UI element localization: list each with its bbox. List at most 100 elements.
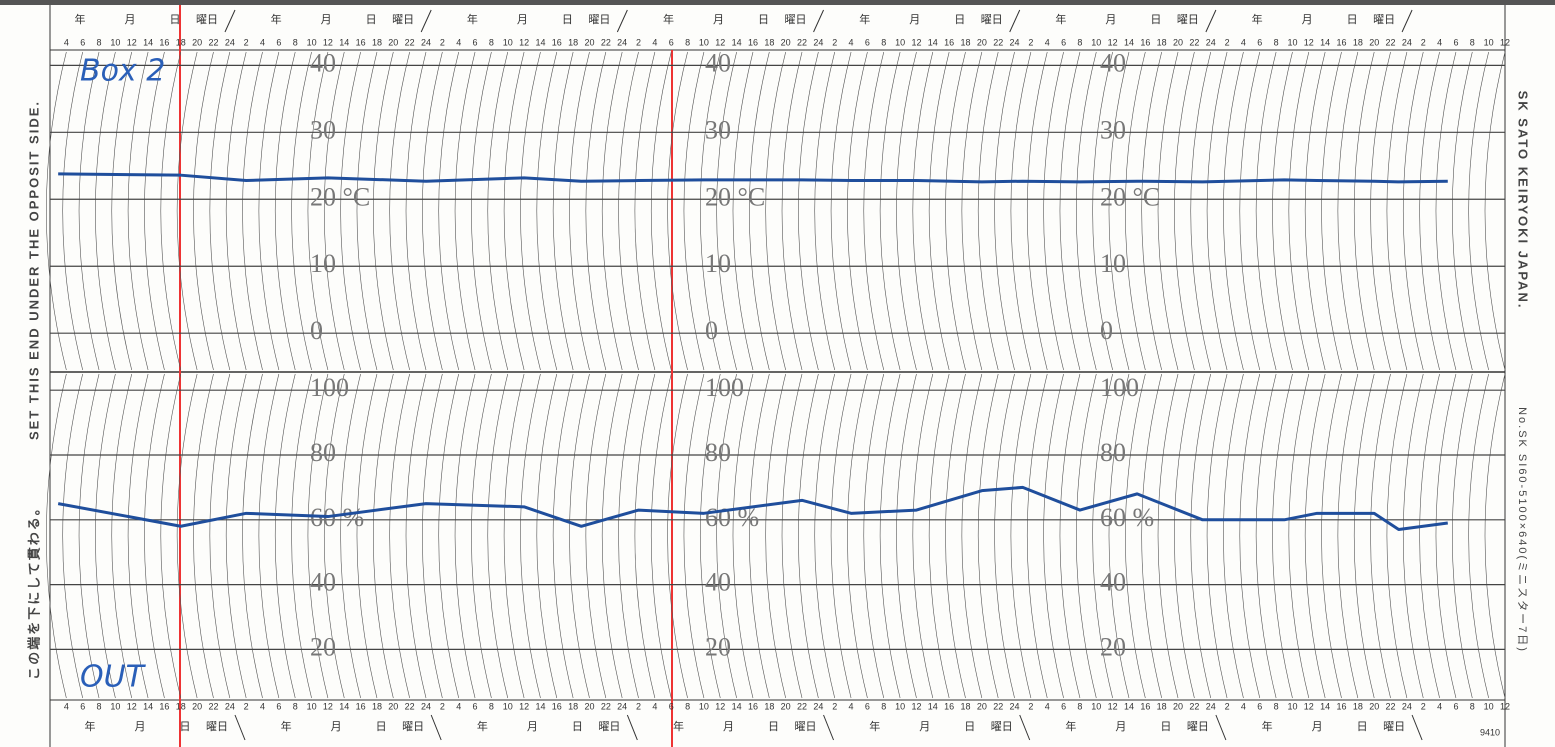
form-number: 9410 [1480, 727, 1500, 737]
y-tick-label: 20 °C [705, 182, 765, 211]
time-grid-arc [847, 373, 868, 699]
x-tick-label: 6 [669, 701, 674, 711]
time-grid-arc [46, 51, 67, 371]
x-tick-label: 4 [1045, 701, 1050, 711]
x-tick-label: 10 [1287, 37, 1297, 47]
time-grid-arc [1288, 51, 1310, 371]
time-grid-arc [1370, 373, 1391, 699]
x-tick-label: 12 [911, 701, 921, 711]
time-grid-arc [700, 373, 721, 699]
day-header: 年 [1065, 719, 1076, 733]
day-header: 日 [954, 14, 965, 26]
day-header: 年 [467, 12, 478, 26]
left-instruction-jp: この端を下にして貫わる。 [26, 500, 41, 680]
trace-line [57, 485, 1448, 532]
day-slash [1009, 9, 1021, 33]
x-tick-label: 16 [552, 37, 562, 47]
time-grid-arc [438, 51, 459, 371]
time-grid-arc [291, 373, 312, 699]
time-grid-arc [324, 373, 345, 699]
time-grid-arc [111, 373, 133, 699]
x-tick-label: 24 [813, 37, 823, 47]
time-grid-arc [1157, 373, 1179, 699]
time-grid-arc [569, 373, 590, 699]
day-slash [1401, 9, 1413, 33]
x-tick-label: 8 [1077, 37, 1082, 47]
day-header: 日 [366, 14, 377, 26]
x-tick-label: 2 [244, 37, 249, 47]
x-tick-label: 10 [110, 701, 120, 711]
time-grid-arc [1452, 51, 1473, 371]
day-header: 曜日 [981, 13, 1003, 26]
day-header: 曜日 [196, 13, 218, 26]
day-header: 日 [376, 721, 387, 733]
x-tick-label: 8 [293, 37, 298, 47]
time-grid-arc [422, 373, 443, 699]
x-tick-label: 6 [669, 37, 674, 47]
x-tick-label: 10 [1484, 701, 1494, 711]
left-instruction: SET THIS END UNDER THE OPPOSIT SIDE. [26, 100, 41, 440]
x-tick-label: 2 [1225, 37, 1230, 47]
x-tick-label: 12 [1108, 37, 1118, 47]
y-tick-label: 20 °C [310, 182, 370, 211]
time-grid-arc [1223, 373, 1244, 699]
x-tick-label: 18 [176, 701, 186, 711]
day-header: 年 [1055, 12, 1066, 26]
x-tick-label: 14 [732, 37, 742, 47]
time-grid-arc [667, 51, 688, 371]
x-tick-label: 10 [895, 37, 905, 47]
time-grid-arc [536, 373, 558, 699]
x-tick-label: 8 [97, 37, 102, 47]
day-header: 年 [859, 12, 870, 26]
x-tick-label: 8 [293, 701, 298, 711]
time-grid-arc [1353, 51, 1375, 371]
x-tick-label: 10 [699, 37, 709, 47]
time-grid-arc [144, 373, 165, 699]
x-tick-label: 2 [1028, 37, 1033, 47]
x-tick-label: 22 [1386, 37, 1396, 47]
x-tick-label: 10 [307, 37, 317, 47]
time-grid-arc [1223, 51, 1244, 371]
x-tick-label: 20 [977, 37, 987, 47]
time-grid-arc [781, 373, 803, 699]
x-tick-label: 12 [715, 701, 725, 711]
day-header: 曜日 [785, 13, 807, 26]
x-tick-label: 22 [208, 37, 218, 47]
x-tick-label: 18 [372, 701, 382, 711]
time-grid-arc [1059, 373, 1081, 699]
time-grid-arc [307, 373, 329, 699]
x-tick-label: 10 [110, 37, 120, 47]
x-tick-label: 22 [405, 701, 415, 711]
time-grid-arc [912, 373, 934, 699]
day-header: 年 [85, 719, 96, 733]
x-tick-label: 14 [1320, 37, 1330, 47]
x-tick-label: 20 [781, 37, 791, 47]
day-header: 日 [1160, 721, 1171, 733]
x-tick-label: 20 [977, 701, 987, 711]
time-grid-arc [1157, 51, 1179, 371]
time-grid-arc [798, 373, 819, 699]
time-grid-arc [1092, 373, 1113, 699]
x-tick-label: 16 [748, 701, 758, 711]
time-grid-arc [1239, 373, 1261, 699]
day-slash [234, 714, 246, 741]
x-tick-label: 4 [64, 701, 69, 711]
y-tick-label: 10 [310, 249, 336, 278]
time-grid-arc [405, 373, 427, 699]
time-grid-arc [552, 373, 574, 699]
day-header: 曜日 [1383, 720, 1405, 733]
time-grid-arc [1255, 373, 1277, 699]
time-grid-arc [896, 373, 917, 699]
time-grid-arc [95, 51, 116, 371]
time-grid-arc [798, 51, 819, 371]
y-tick-label: 0 [310, 316, 323, 345]
x-tick-label: 24 [1010, 37, 1020, 47]
time-grid-arc [1304, 51, 1326, 371]
y-tick-label: 100 [705, 373, 744, 402]
time-grid-arc [373, 51, 394, 371]
time-grid-arc [242, 51, 263, 371]
x-tick-label: 16 [944, 37, 954, 47]
maker: SK SATO KEIRYOKI JAPAN. [1516, 91, 1531, 310]
x-tick-label: 8 [1077, 701, 1082, 711]
